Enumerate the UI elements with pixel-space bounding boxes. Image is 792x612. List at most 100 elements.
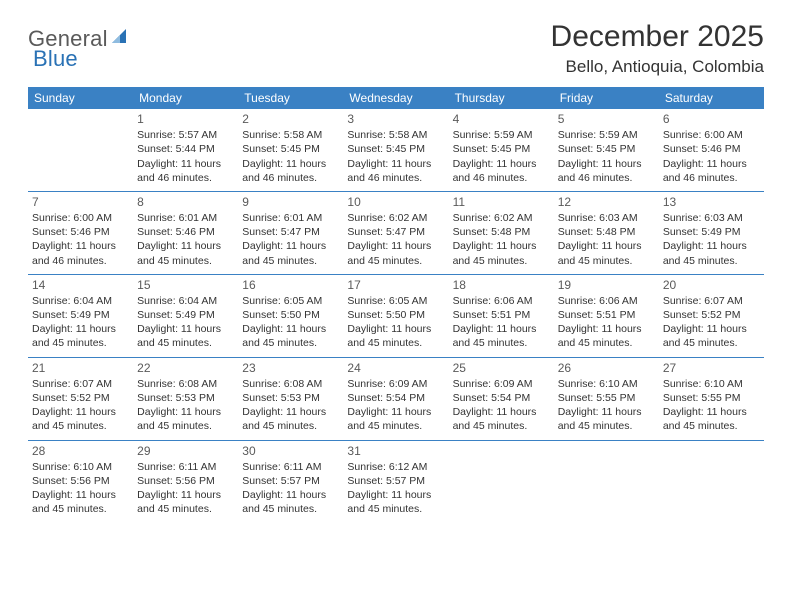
calendar-cell: 16Sunrise: 6:05 AMSunset: 5:50 PMDayligh… [238, 274, 343, 357]
sunset-line: Sunset: 5:50 PM [242, 308, 339, 322]
calendar-cell: 2Sunrise: 5:58 AMSunset: 5:45 PMDaylight… [238, 109, 343, 191]
daylight-line: Daylight: 11 hours and 45 minutes. [453, 405, 550, 433]
calendar-row: 28Sunrise: 6:10 AMSunset: 5:56 PMDayligh… [28, 440, 764, 522]
daylight-line: Daylight: 11 hours and 45 minutes. [663, 239, 760, 267]
sunset-line: Sunset: 5:51 PM [453, 308, 550, 322]
sunset-line: Sunset: 5:51 PM [558, 308, 655, 322]
daylight-line: Daylight: 11 hours and 45 minutes. [453, 239, 550, 267]
daylight-line: Daylight: 11 hours and 45 minutes. [137, 488, 234, 516]
day-header: Wednesday [343, 87, 448, 109]
calendar-cell: 1Sunrise: 5:57 AMSunset: 5:44 PMDaylight… [133, 109, 238, 191]
calendar-row: 7Sunrise: 6:00 AMSunset: 5:46 PMDaylight… [28, 191, 764, 274]
calendar-cell: 7Sunrise: 6:00 AMSunset: 5:46 PMDaylight… [28, 191, 133, 274]
sunrise-line: Sunrise: 6:10 AM [558, 377, 655, 391]
calendar-table: SundayMondayTuesdayWednesdayThursdayFrid… [28, 87, 764, 522]
daylight-line: Daylight: 11 hours and 45 minutes. [137, 405, 234, 433]
calendar-cell [28, 109, 133, 191]
sunrise-line: Sunrise: 6:09 AM [347, 377, 444, 391]
sunset-line: Sunset: 5:49 PM [32, 308, 129, 322]
day-number: 29 [137, 443, 234, 459]
day-number: 17 [347, 277, 444, 293]
daylight-line: Daylight: 11 hours and 45 minutes. [663, 322, 760, 350]
sunset-line: Sunset: 5:45 PM [453, 142, 550, 156]
calendar-cell: 29Sunrise: 6:11 AMSunset: 5:56 PMDayligh… [133, 440, 238, 522]
sunrise-line: Sunrise: 5:57 AM [137, 128, 234, 142]
sunrise-line: Sunrise: 5:59 AM [558, 128, 655, 142]
sunrise-line: Sunrise: 6:11 AM [242, 460, 339, 474]
daylight-line: Daylight: 11 hours and 45 minutes. [242, 239, 339, 267]
sunset-line: Sunset: 5:54 PM [347, 391, 444, 405]
sunrise-line: Sunrise: 6:02 AM [453, 211, 550, 225]
day-number: 19 [558, 277, 655, 293]
sunset-line: Sunset: 5:54 PM [453, 391, 550, 405]
sunset-line: Sunset: 5:49 PM [137, 308, 234, 322]
sunset-line: Sunset: 5:56 PM [137, 474, 234, 488]
title-block: December 2025 Bello, Antioquia, Colombia [551, 20, 764, 77]
calendar-cell: 5Sunrise: 5:59 AMSunset: 5:45 PMDaylight… [554, 109, 659, 191]
sunset-line: Sunset: 5:46 PM [32, 225, 129, 239]
sunrise-line: Sunrise: 6:01 AM [137, 211, 234, 225]
sunrise-line: Sunrise: 6:09 AM [453, 377, 550, 391]
sunset-line: Sunset: 5:46 PM [663, 142, 760, 156]
daylight-line: Daylight: 11 hours and 46 minutes. [453, 157, 550, 185]
daylight-line: Daylight: 11 hours and 45 minutes. [558, 405, 655, 433]
sunrise-line: Sunrise: 6:01 AM [242, 211, 339, 225]
day-header-row: SundayMondayTuesdayWednesdayThursdayFrid… [28, 87, 764, 109]
calendar-cell: 24Sunrise: 6:09 AMSunset: 5:54 PMDayligh… [343, 357, 448, 440]
day-header: Saturday [659, 87, 764, 109]
sunrise-line: Sunrise: 6:06 AM [558, 294, 655, 308]
brand-text-blue: Blue [33, 46, 78, 71]
sunrise-line: Sunrise: 5:58 AM [242, 128, 339, 142]
sunset-line: Sunset: 5:49 PM [663, 225, 760, 239]
day-header: Thursday [449, 87, 554, 109]
calendar-cell: 10Sunrise: 6:02 AMSunset: 5:47 PMDayligh… [343, 191, 448, 274]
calendar-cell [659, 440, 764, 522]
calendar-head: SundayMondayTuesdayWednesdayThursdayFrid… [28, 87, 764, 109]
calendar-cell: 13Sunrise: 6:03 AMSunset: 5:49 PMDayligh… [659, 191, 764, 274]
month-title: December 2025 [551, 20, 764, 53]
location-text: Bello, Antioquia, Colombia [551, 57, 764, 77]
sunset-line: Sunset: 5:48 PM [558, 225, 655, 239]
calendar-cell: 19Sunrise: 6:06 AMSunset: 5:51 PMDayligh… [554, 274, 659, 357]
calendar-cell: 9Sunrise: 6:01 AMSunset: 5:47 PMDaylight… [238, 191, 343, 274]
brand-text-blue-wrap: Blue [33, 46, 78, 72]
calendar-cell: 6Sunrise: 6:00 AMSunset: 5:46 PMDaylight… [659, 109, 764, 191]
day-number: 1 [137, 111, 234, 127]
calendar-cell: 23Sunrise: 6:08 AMSunset: 5:53 PMDayligh… [238, 357, 343, 440]
day-number: 3 [347, 111, 444, 127]
brand-sail-icon [110, 27, 130, 52]
sunrise-line: Sunrise: 6:10 AM [663, 377, 760, 391]
daylight-line: Daylight: 11 hours and 45 minutes. [347, 488, 444, 516]
sunrise-line: Sunrise: 6:11 AM [137, 460, 234, 474]
sunrise-line: Sunrise: 6:00 AM [32, 211, 129, 225]
calendar-cell [554, 440, 659, 522]
day-number: 22 [137, 360, 234, 376]
day-number: 24 [347, 360, 444, 376]
daylight-line: Daylight: 11 hours and 45 minutes. [347, 322, 444, 350]
day-header: Tuesday [238, 87, 343, 109]
sunset-line: Sunset: 5:56 PM [32, 474, 129, 488]
sunrise-line: Sunrise: 5:58 AM [347, 128, 444, 142]
calendar-cell: 17Sunrise: 6:05 AMSunset: 5:50 PMDayligh… [343, 274, 448, 357]
sunset-line: Sunset: 5:46 PM [137, 225, 234, 239]
sunrise-line: Sunrise: 6:07 AM [663, 294, 760, 308]
sunrise-line: Sunrise: 6:06 AM [453, 294, 550, 308]
sunset-line: Sunset: 5:47 PM [242, 225, 339, 239]
calendar-page: General December 2025 Bello, Antioquia, … [0, 0, 792, 532]
daylight-line: Daylight: 11 hours and 46 minutes. [32, 239, 129, 267]
day-header: Sunday [28, 87, 133, 109]
daylight-line: Daylight: 11 hours and 45 minutes. [32, 488, 129, 516]
daylight-line: Daylight: 11 hours and 45 minutes. [32, 322, 129, 350]
day-number: 12 [558, 194, 655, 210]
calendar-cell: 14Sunrise: 6:04 AMSunset: 5:49 PMDayligh… [28, 274, 133, 357]
sunrise-line: Sunrise: 6:03 AM [663, 211, 760, 225]
calendar-cell: 15Sunrise: 6:04 AMSunset: 5:49 PMDayligh… [133, 274, 238, 357]
sunrise-line: Sunrise: 6:10 AM [32, 460, 129, 474]
day-number: 14 [32, 277, 129, 293]
day-header: Friday [554, 87, 659, 109]
daylight-line: Daylight: 11 hours and 45 minutes. [242, 488, 339, 516]
sunrise-line: Sunrise: 6:02 AM [347, 211, 444, 225]
calendar-row: 14Sunrise: 6:04 AMSunset: 5:49 PMDayligh… [28, 274, 764, 357]
day-number: 7 [32, 194, 129, 210]
daylight-line: Daylight: 11 hours and 45 minutes. [242, 322, 339, 350]
